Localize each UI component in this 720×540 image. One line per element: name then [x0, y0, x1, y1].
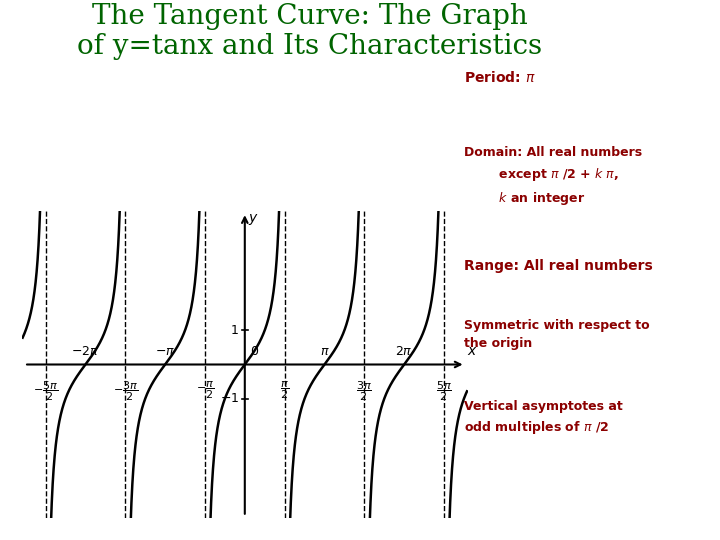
Text: $0$: $0$ — [251, 345, 259, 357]
Text: Symmetric with respect to
the origin: Symmetric with respect to the origin — [464, 319, 650, 349]
Text: Period: $\pi$: Period: $\pi$ — [464, 70, 536, 85]
Text: $1$: $1$ — [230, 324, 239, 337]
Text: $x$: $x$ — [467, 345, 477, 359]
Text: The Tangent Curve: The Graph
of y=tanx and Its Characteristics: The Tangent Curve: The Graph of y=tanx a… — [77, 3, 542, 60]
Text: $-\dfrac{5\pi}{2}$: $-\dfrac{5\pi}{2}$ — [33, 380, 58, 403]
Text: $-2\pi$: $-2\pi$ — [71, 345, 99, 357]
Text: $\dfrac{3\pi}{2}$: $\dfrac{3\pi}{2}$ — [356, 380, 372, 403]
Text: Vertical asymptotes at
odd multiples of $\pi$ /2: Vertical asymptotes at odd multiples of … — [464, 400, 623, 436]
Text: $-1$: $-1$ — [220, 392, 239, 405]
Text: $-\dfrac{3\pi}{2}$: $-\dfrac{3\pi}{2}$ — [112, 380, 138, 403]
Text: $y$: $y$ — [248, 212, 258, 227]
Text: Range: All real numbers: Range: All real numbers — [464, 259, 653, 273]
Text: $-\pi$: $-\pi$ — [155, 345, 175, 357]
Text: Domain: All real numbers
        except $\pi$ /2 + $k$ $\pi$,
        $k$ an int: Domain: All real numbers except $\pi$ /2… — [464, 146, 642, 207]
Text: $-\dfrac{\pi}{2}$: $-\dfrac{\pi}{2}$ — [196, 380, 214, 401]
Text: $\pi$: $\pi$ — [320, 345, 329, 357]
Text: $2\pi$: $2\pi$ — [395, 345, 413, 357]
Text: $\dfrac{\pi}{2}$: $\dfrac{\pi}{2}$ — [280, 380, 289, 401]
Text: $\dfrac{5\pi}{2}$: $\dfrac{5\pi}{2}$ — [436, 380, 452, 403]
